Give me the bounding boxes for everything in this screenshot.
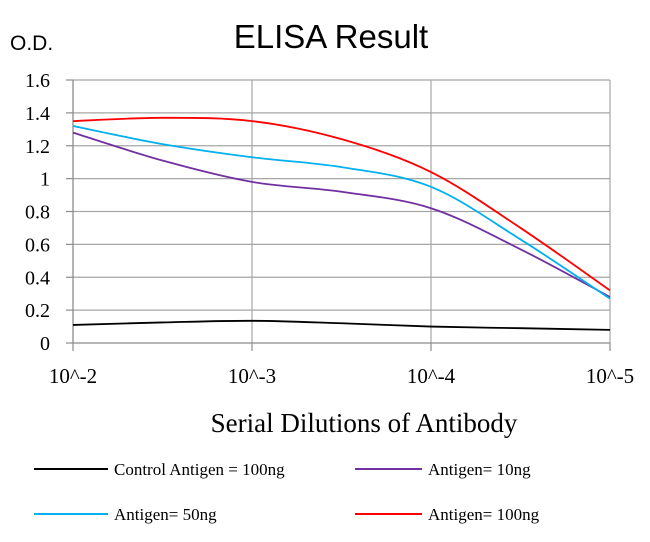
y-axis-label: O.D. [10, 32, 53, 55]
series-line-3 [72, 116, 611, 292]
legend-label: Antigen= 100ng [428, 505, 540, 524]
x-tick-labels: 10^-2 10^-3 10^-4 10^-5 [49, 364, 634, 388]
y-tick-label: 1.6 [25, 70, 50, 92]
series-line-0 [72, 319, 611, 331]
y-tick-label: 1.2 [25, 136, 50, 158]
x-tick-label: 10^-4 [407, 364, 456, 388]
chart-title: ELISA Result [234, 18, 428, 55]
series-line-1 [72, 131, 611, 298]
y-tick-label: 0 [40, 333, 50, 355]
y-tick-label: 1.4 [25, 103, 50, 125]
legend-label: Antigen= 50ng [114, 505, 217, 524]
y-tick-label: 0.4 [25, 267, 50, 289]
x-tick-label: 10^-3 [228, 364, 276, 388]
axes [66, 79, 611, 351]
y-tick-label: 1 [40, 169, 50, 191]
legend-label: Antigen= 10ng [428, 460, 531, 479]
legend-item-3: Antigen= 100ng [355, 505, 540, 524]
gridlines [73, 79, 611, 343]
legend-item-0: Control Antigen = 100ng [34, 460, 285, 479]
x-tick-label: 10^-2 [49, 364, 97, 388]
legend-item-1: Antigen= 10ng [355, 460, 531, 479]
legend-item-2: Antigen= 50ng [34, 505, 217, 524]
legend: Control Antigen = 100ng Antigen= 10ng Anti… [34, 460, 540, 524]
x-axis-label: Serial Dilutions of Antibody [211, 408, 518, 438]
y-tick-label: 0.6 [25, 234, 50, 256]
y-tick-label: 0.2 [25, 300, 50, 322]
series-line-2 [72, 125, 611, 300]
y-tick-label: 0.8 [25, 202, 50, 224]
x-tick-label: 10^-5 [586, 364, 634, 388]
legend-label: Control Antigen = 100ng [114, 460, 285, 479]
series-lines [72, 116, 611, 331]
y-tick-labels: 0 0.2 0.4 0.6 0.8 1 1.2 1.4 1.6 [25, 70, 50, 355]
